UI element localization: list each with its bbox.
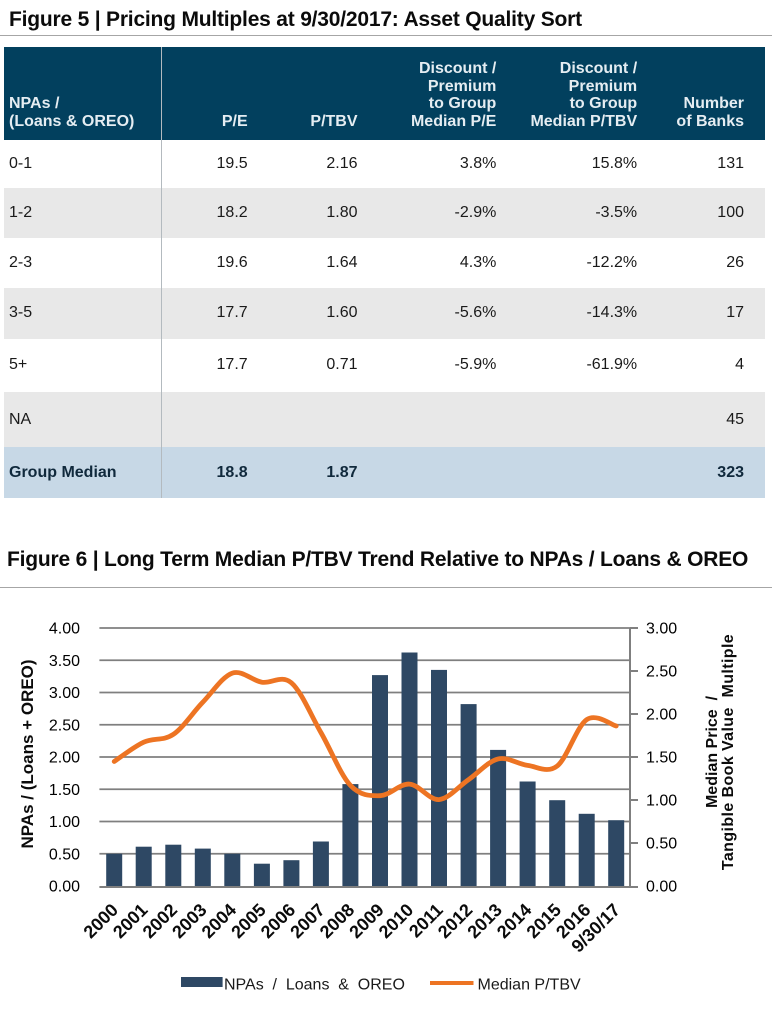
- svg-text:2.00: 2.00: [646, 707, 677, 724]
- svg-text:1.00: 1.00: [49, 814, 80, 831]
- svg-text:4.00: 4.00: [49, 621, 80, 638]
- svg-text:0.50: 0.50: [646, 836, 677, 853]
- svg-text:Median P/TBV: Median P/TBV: [478, 976, 581, 993]
- svg-text:NPAs / Loans & OREO: NPAs / Loans & OREO: [224, 976, 405, 993]
- svg-text:NPAs / (Loans + OREO): NPAs / (Loans + OREO): [18, 659, 37, 848]
- svg-text:1.50: 1.50: [49, 782, 80, 799]
- svg-text:2.00: 2.00: [49, 750, 80, 767]
- svg-text:0.50: 0.50: [49, 846, 80, 863]
- svg-text:3.00: 3.00: [646, 621, 677, 638]
- svg-text:1.00: 1.00: [646, 793, 677, 810]
- svg-text:2.50: 2.50: [49, 717, 80, 734]
- svg-text:2.50: 2.50: [646, 664, 677, 681]
- svg-text:1.50: 1.50: [646, 750, 677, 767]
- svg-text:3.00: 3.00: [49, 685, 80, 702]
- svg-text:0.00: 0.00: [49, 879, 80, 896]
- svg-text:Median Price /: Median Price /: [704, 695, 721, 808]
- svg-text:3.50: 3.50: [49, 653, 80, 670]
- svg-text:Tangible Book Value Multiple: Tangible Book Value Multiple: [720, 634, 737, 870]
- svg-text:0.00: 0.00: [646, 879, 677, 896]
